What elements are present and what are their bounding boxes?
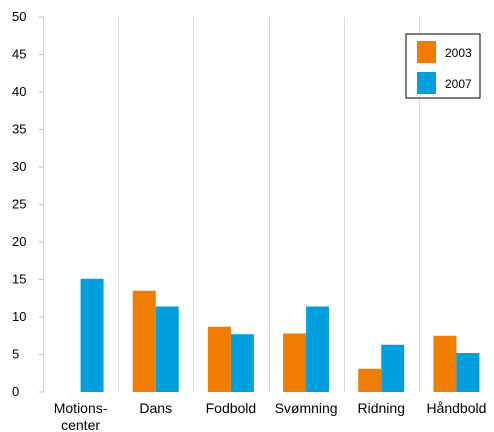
- bars: [80, 278, 480, 392]
- y-tick-label: 20: [12, 234, 26, 249]
- bar-2003-2: [207, 326, 231, 392]
- bar-2003-4: [358, 368, 382, 392]
- bar-2007-4: [381, 344, 405, 392]
- bar-2007-1: [155, 306, 179, 392]
- y-tick-label: 0: [12, 384, 19, 399]
- y-tick-label: 30: [12, 159, 26, 174]
- y-tick-label: 10: [12, 309, 26, 324]
- y-tick-label: 5: [12, 347, 19, 362]
- legend-label-2003: 2003: [445, 46, 472, 60]
- legend: 2003 2007: [405, 33, 481, 99]
- bar-2003-5: [433, 335, 457, 392]
- y-tick-label: 45: [12, 47, 26, 62]
- bar-2007-5: [456, 353, 480, 392]
- y-tick-label: 25: [12, 197, 26, 212]
- x-tick-label: Dans: [139, 400, 172, 416]
- y-tick-label: 15: [12, 272, 26, 287]
- legend-swatch-2003: [417, 41, 436, 63]
- y-axis: 0 5 10 15 20 25 30 35 40 45 50: [12, 9, 43, 399]
- x-tick-label: Motions-: [54, 400, 108, 416]
- x-tick-label: Svømning: [275, 400, 338, 416]
- bar-2007-2: [230, 334, 254, 392]
- x-tick-label: Ridning: [358, 400, 405, 416]
- x-tick-label: Håndbold: [426, 400, 486, 416]
- x-axis: Motions-center Dans Fodbold Svømning Ridning…: [54, 400, 487, 432]
- y-tick-label: 35: [12, 122, 26, 137]
- legend-label-2007: 2007: [445, 77, 472, 91]
- bar-2007-3: [306, 306, 330, 392]
- legend-swatch-2007: [417, 72, 436, 94]
- y-tick-label: 50: [12, 9, 26, 24]
- y-tick-label: 40: [12, 84, 26, 99]
- x-tick-label: Fodbold: [206, 400, 257, 416]
- bar-2007-0: [80, 278, 104, 392]
- x-tick-label: center: [61, 417, 100, 432]
- bar-2003-3: [283, 333, 307, 392]
- bar-2003-1: [132, 290, 156, 392]
